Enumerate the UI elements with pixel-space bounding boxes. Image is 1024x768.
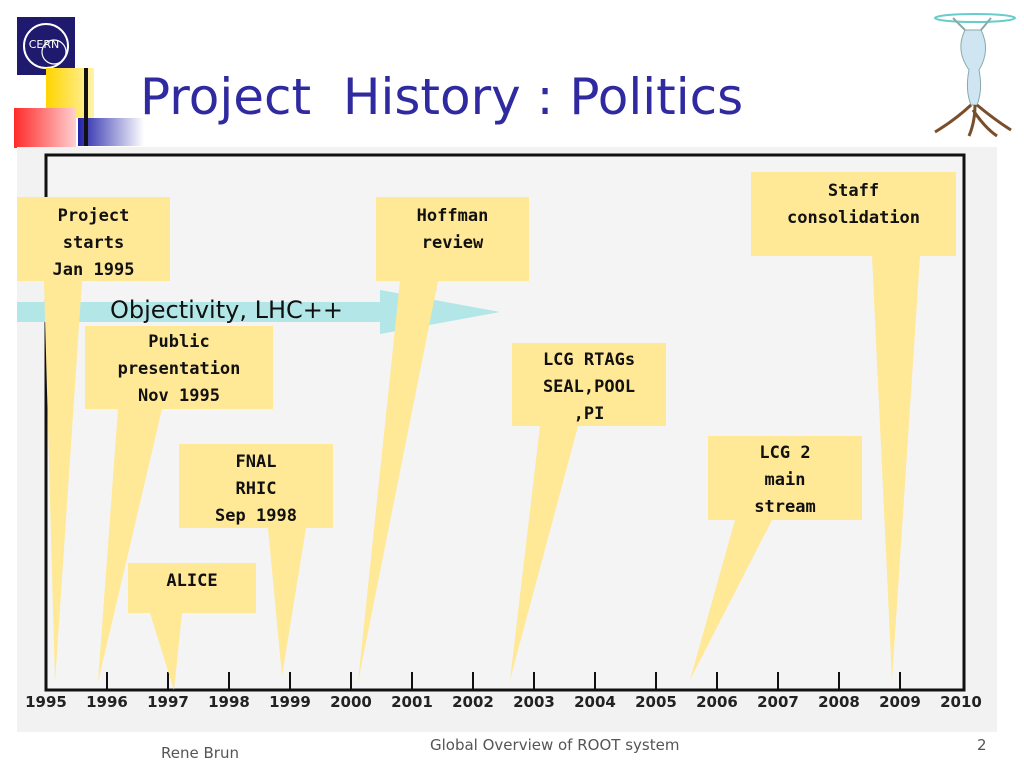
objectivity-arrow-label: Objectivity, LHC++ [110, 296, 343, 324]
pointer-fnal-rhic [268, 528, 306, 676]
footer-author: Rene Brun [161, 744, 239, 762]
callout-alice: ALICE [128, 563, 256, 613]
year-label-2006: 2006 [696, 693, 738, 711]
pointer-lcg-rtags [510, 426, 578, 680]
footer-presentation-title: Global Overview of ROOT system [430, 736, 680, 754]
year-label-1996: 1996 [86, 693, 128, 711]
year-label-1997: 1997 [147, 693, 189, 711]
root-mascot-image [934, 13, 1016, 138]
year-label-2010: 2010 [940, 693, 982, 711]
year-label-2008: 2008 [818, 693, 860, 711]
slide-title: Project History : Politics [140, 68, 744, 126]
year-label-2009: 2009 [879, 693, 921, 711]
pointer-project-starts [44, 281, 82, 682]
pointer-alice [150, 613, 182, 690]
cern-logo-text: CERN [29, 38, 60, 51]
callout-lcg2: LCG 2 main stream [708, 436, 862, 520]
year-label-2001: 2001 [391, 693, 433, 711]
pointer-public-presentation [98, 409, 162, 682]
callout-lcg-rtags: LCG RTAGs SEAL,POOL ,PI [512, 343, 666, 426]
callout-pointers [44, 256, 920, 690]
year-label-1998: 1998 [208, 693, 250, 711]
year-label-2005: 2005 [635, 693, 677, 711]
year-label-1995: 1995 [25, 693, 67, 711]
year-label-2000: 2000 [330, 693, 372, 711]
callout-fnal-rhic: FNAL RHIC Sep 1998 [179, 444, 333, 528]
title-decoration [14, 68, 144, 148]
callout-staff-consolidation: Staff consolidation [751, 172, 956, 256]
pointer-lcg2 [690, 520, 772, 680]
pointer-staff-consolidation [872, 256, 920, 680]
callout-hoffman-review: Hoffman review [376, 197, 529, 281]
year-label-2003: 2003 [513, 693, 555, 711]
pointer-hoffman-review [358, 281, 438, 682]
cern-logo: CERN [17, 17, 75, 75]
year-ticks [106, 672, 901, 690]
callout-public-presentation: Public presentation Nov 1995 [85, 326, 273, 409]
year-label-2002: 2002 [452, 693, 494, 711]
year-label-1999: 1999 [269, 693, 311, 711]
callout-project-starts: Project starts Jan 1995 [17, 197, 170, 281]
page-number: 2 [977, 736, 987, 754]
year-label-2004: 2004 [574, 693, 616, 711]
objectivity-arrow [17, 290, 500, 334]
year-label-2007: 2007 [757, 693, 799, 711]
